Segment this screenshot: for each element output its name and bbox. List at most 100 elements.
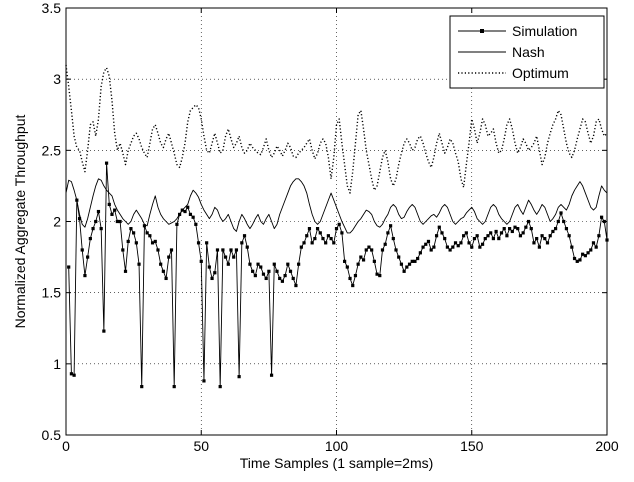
simulation-point bbox=[424, 242, 428, 246]
simulation-point bbox=[91, 227, 95, 231]
simulation-point bbox=[96, 209, 101, 214]
simulation-point bbox=[418, 251, 422, 255]
simulation-point bbox=[129, 227, 133, 231]
simulation-point bbox=[337, 222, 341, 226]
legend-label-optimum: Optimum bbox=[512, 65, 569, 81]
simulation-point bbox=[213, 271, 217, 275]
simulation-point bbox=[278, 276, 282, 281]
simulation-point bbox=[215, 248, 220, 252]
simulation-point bbox=[480, 242, 485, 246]
x-axis-label: Time Samples (1 sample=2ms) bbox=[240, 455, 434, 471]
simulation-point bbox=[299, 245, 303, 249]
simulation-point bbox=[356, 262, 360, 266]
simulation-point bbox=[202, 379, 206, 383]
simulation-point bbox=[207, 265, 211, 269]
simulation-point bbox=[134, 241, 138, 245]
simulation-point bbox=[240, 241, 244, 245]
simulation-point bbox=[510, 229, 514, 234]
simulation-point bbox=[372, 259, 376, 263]
simulation-point bbox=[575, 259, 579, 263]
simulation-point bbox=[259, 265, 263, 269]
simulation-point bbox=[599, 215, 604, 219]
simulation-point bbox=[551, 229, 555, 234]
simulation-point bbox=[175, 222, 179, 226]
simulation-point bbox=[489, 231, 493, 235]
simulation-point bbox=[132, 231, 136, 235]
simulation-point bbox=[294, 283, 298, 288]
simulation-point bbox=[324, 241, 328, 245]
simulation-point bbox=[167, 255, 171, 259]
simulation-point bbox=[318, 231, 322, 235]
simulation-point bbox=[121, 248, 125, 252]
simulation-point bbox=[307, 227, 312, 231]
axis-ticks: 0 50 100 150 200 0.5 1 1.5 2 2.5 3 3.5 bbox=[42, 0, 619, 454]
simulation-point bbox=[148, 234, 152, 238]
simulation-point bbox=[451, 245, 455, 249]
simulation-point bbox=[186, 205, 190, 209]
simulation-point bbox=[196, 241, 201, 245]
simulation-point bbox=[253, 273, 257, 278]
simulation-point bbox=[518, 234, 523, 238]
simulation-point bbox=[581, 252, 585, 256]
simulation-point bbox=[218, 385, 222, 389]
chart-legend: Simulation Nash Optimum bbox=[449, 15, 605, 89]
simulation-point bbox=[410, 259, 414, 263]
simulation-point bbox=[86, 255, 90, 259]
simulation-point bbox=[315, 227, 320, 231]
simulation-point bbox=[478, 245, 482, 249]
simulation-point bbox=[126, 239, 130, 244]
simulation-point bbox=[118, 219, 122, 224]
simulation-point bbox=[191, 215, 195, 219]
y-tick-label: 0.5 bbox=[42, 427, 62, 443]
simulation-point bbox=[540, 234, 544, 238]
simulation-point bbox=[199, 259, 203, 263]
simulation-point bbox=[524, 225, 528, 229]
simulation-point bbox=[567, 234, 571, 238]
simulation-point bbox=[562, 219, 566, 224]
simulation-point bbox=[361, 258, 366, 262]
simulation-point bbox=[472, 236, 477, 241]
simulation-point bbox=[145, 231, 149, 235]
legend-label-nash: Nash bbox=[512, 44, 545, 60]
simulation-point bbox=[521, 231, 525, 235]
y-tick-label: 2 bbox=[53, 214, 61, 230]
simulation-point bbox=[591, 241, 596, 245]
simulation-point bbox=[137, 262, 141, 266]
simulation-point bbox=[391, 236, 395, 241]
simulation-point bbox=[456, 244, 460, 248]
simulation-point bbox=[440, 231, 444, 235]
simulation-point bbox=[434, 234, 439, 238]
simulation-point bbox=[470, 245, 474, 249]
series-line-nash bbox=[65, 178, 608, 234]
y-tick-label: 3 bbox=[53, 71, 61, 87]
simulation-point bbox=[543, 236, 547, 241]
simulation-point bbox=[516, 227, 520, 231]
simulation-point bbox=[370, 248, 374, 252]
simulation-point bbox=[142, 224, 147, 228]
simulation-point bbox=[80, 248, 84, 252]
simulation-point bbox=[113, 208, 117, 212]
simulation-point bbox=[554, 227, 558, 231]
simulation-point bbox=[467, 241, 471, 245]
simulation-point bbox=[594, 245, 598, 249]
simulation-point bbox=[242, 234, 247, 238]
simulation-point bbox=[248, 262, 252, 266]
simulation-point bbox=[205, 241, 209, 245]
simulation-point bbox=[288, 269, 293, 273]
simulation-point bbox=[499, 231, 504, 235]
simulation-point bbox=[597, 234, 601, 238]
simulation-point bbox=[429, 248, 433, 252]
simulation-point bbox=[140, 385, 144, 389]
simulation-point bbox=[535, 236, 539, 241]
simulation-point bbox=[353, 273, 358, 278]
simulation-point bbox=[115, 219, 119, 224]
simulation-point bbox=[380, 248, 385, 252]
simulation-point bbox=[564, 227, 569, 231]
simulation-point bbox=[329, 236, 333, 241]
simulation-point bbox=[83, 273, 87, 278]
simulation-point bbox=[570, 245, 574, 249]
simulation-point bbox=[556, 219, 560, 224]
simulation-point bbox=[291, 276, 295, 281]
simulation-point bbox=[505, 234, 509, 238]
